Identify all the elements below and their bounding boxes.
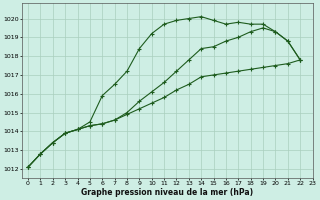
X-axis label: Graphe pression niveau de la mer (hPa): Graphe pression niveau de la mer (hPa) <box>81 188 253 197</box>
